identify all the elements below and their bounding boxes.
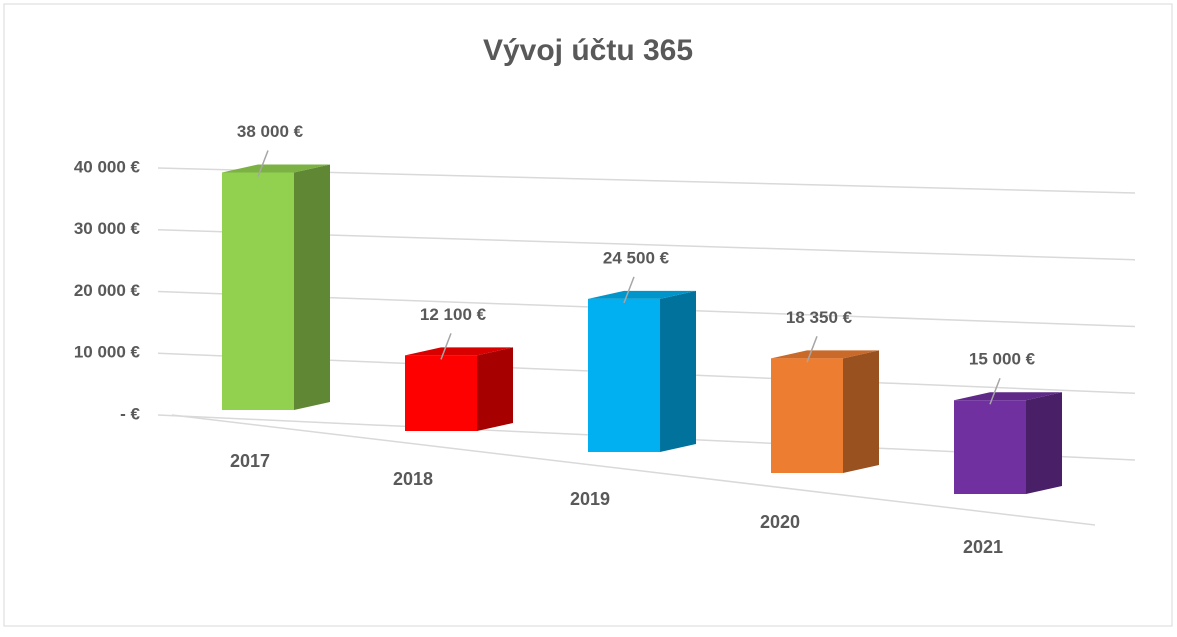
bar-top (588, 290, 696, 299)
chart-title: Vývoj účtu 365 (483, 34, 693, 67)
leader-line (806, 336, 818, 363)
value-label: 18 350 € (786, 308, 853, 327)
bar-side (660, 290, 696, 452)
bar (954, 400, 1026, 494)
value-label: 12 100 € (420, 305, 487, 324)
bar-top (222, 164, 330, 173)
bar-top (771, 350, 879, 359)
leader-line (440, 333, 452, 360)
y-tick-label: 40 000 € (74, 157, 141, 176)
y-tick-label: - € (120, 404, 140, 423)
value-label: 38 000 € (237, 122, 304, 141)
bar-top (954, 392, 1062, 401)
x-tick-label: 2020 (760, 512, 800, 532)
value-label: 24 500 € (603, 248, 670, 267)
bar (222, 172, 294, 410)
bar-side (477, 347, 513, 431)
x-tick-label: 2019 (570, 489, 610, 509)
bar-side (294, 164, 330, 410)
y-tick-label: 10 000 € (74, 343, 141, 362)
leader-line (989, 377, 1001, 405)
value-label: 15 000 € (969, 350, 1036, 369)
bar-side (843, 350, 879, 473)
bar (588, 298, 660, 452)
x-tick-label: 2021 (963, 537, 1003, 557)
y-tick-label: 30 000 € (74, 219, 141, 238)
leader-line (623, 276, 635, 304)
floor-edge (171, 414, 1096, 526)
bar-side (1026, 392, 1062, 494)
x-tick-label: 2018 (393, 469, 433, 489)
bar (771, 358, 843, 473)
x-tick-label: 2017 (230, 451, 270, 471)
leader-line (257, 150, 269, 177)
bar (405, 355, 477, 431)
bar-top (405, 347, 513, 356)
y-tick-label: 20 000 € (74, 281, 141, 300)
